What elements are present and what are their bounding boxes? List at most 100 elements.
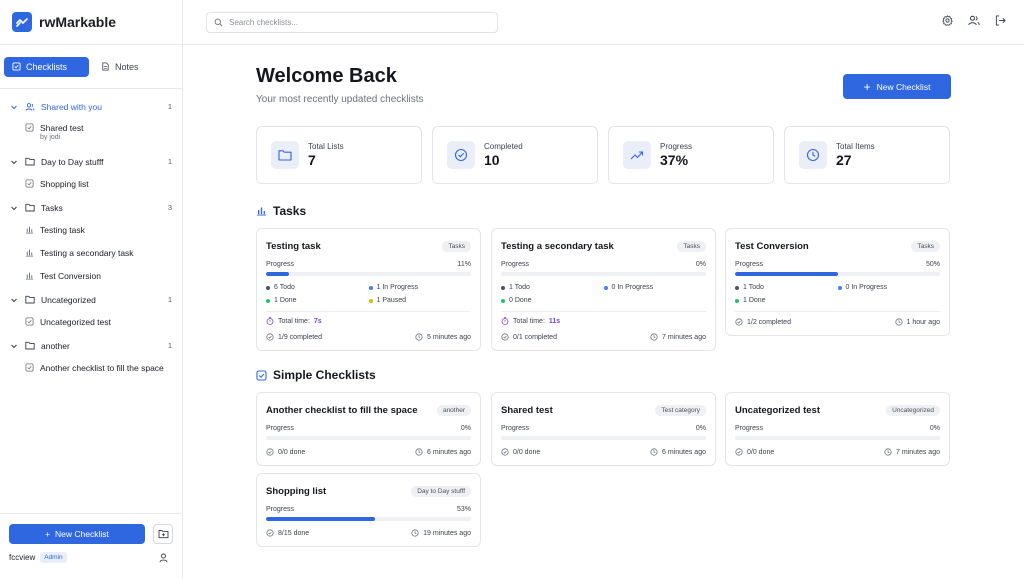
sidebar-item-uncategorized-test[interactable]: Uncategorized test	[0, 311, 182, 334]
status-done: 1 Done	[266, 297, 369, 304]
progress-percent: 0%	[929, 425, 940, 432]
sidebar-item-testing-secondary-task[interactable]: Testing a secondary task	[0, 242, 182, 265]
checkbox-icon	[25, 317, 34, 326]
clock-icon	[799, 141, 827, 169]
sidebar-item-test-conversion[interactable]: Test Conversion	[0, 265, 182, 288]
progress-percent: 0%	[695, 425, 706, 432]
progress-bar	[735, 272, 940, 276]
check-circle-icon	[266, 333, 274, 341]
status-dot	[735, 298, 739, 303]
settings-icon[interactable]	[942, 15, 953, 26]
stat-value: 10	[484, 152, 500, 168]
sidebar-item-another-checklist[interactable]: Another checklist to fill the space	[0, 357, 182, 380]
status-text: 0 In Progress	[611, 284, 654, 291]
chevron-down-icon[interactable]	[10, 158, 20, 166]
sidebar-group-another[interactable]: another 1	[0, 334, 182, 357]
sidebar-group-count: 1	[167, 295, 172, 304]
tab-notes[interactable]: Notes	[93, 57, 178, 77]
status-text: 1 Todo	[743, 284, 764, 291]
chevron-down-icon[interactable]	[10, 342, 20, 350]
tab-notes-label: Notes	[115, 61, 139, 72]
checklist-tree: Shared with you 1 Shared test by jodi Day…	[0, 89, 182, 380]
card-title: Testing a secondary task	[501, 240, 614, 252]
chevron-down-icon[interactable]	[10, 204, 20, 212]
sidebar-new-checklist-button[interactable]: + New Checklist	[9, 524, 145, 544]
folder-icon	[25, 203, 35, 212]
status-text: 1 Done	[743, 297, 766, 304]
sidebar-group-uncategorized[interactable]: Uncategorized 1	[0, 288, 182, 311]
new-category-button[interactable]	[153, 524, 173, 544]
logo-icon	[12, 12, 32, 32]
chevron-down-icon[interactable]	[10, 103, 20, 111]
sidebar-group-label: Uncategorized	[41, 294, 96, 305]
sidebar-group-day-to-day[interactable]: Day to Day stufff 1	[0, 150, 182, 173]
sidebar-group-shared[interactable]: Shared with you 1	[0, 95, 182, 118]
divider	[735, 311, 940, 312]
sidebar-item-label: Shopping list	[40, 179, 89, 189]
progress-label: Progress	[501, 261, 530, 268]
checklist-card[interactable]: Uncategorized test Uncategorized Progress…	[725, 392, 950, 466]
stat-value: 7	[308, 152, 316, 168]
tab-checklists-label: Checklists	[26, 61, 68, 72]
completed-count: 1/2 completed	[747, 318, 791, 326]
logout-icon[interactable]	[995, 15, 1006, 26]
divider	[501, 311, 706, 312]
progress-bar	[501, 436, 706, 440]
status-todo: 1 Todo	[501, 284, 604, 291]
done-count: 0/0 done	[513, 448, 541, 456]
sidebar-item-shared-test[interactable]: Shared test by jodi	[0, 118, 182, 150]
progress-percent: 50%	[925, 261, 940, 268]
tab-checklists[interactable]: Checklists	[4, 56, 89, 77]
check-circle-icon	[501, 448, 509, 456]
brand-name: rwMarkable	[39, 14, 117, 30]
check-circle-icon	[735, 318, 743, 326]
check-circle-icon	[735, 448, 743, 456]
folder-icon	[25, 295, 35, 304]
sidebar-item-shopping-list[interactable]: Shopping list	[0, 173, 182, 196]
status-dot	[501, 298, 505, 303]
bar-chart-icon	[25, 271, 34, 280]
search-input[interactable]	[229, 18, 489, 27]
status-text: 1 Paused	[376, 297, 407, 304]
stat-value: 37%	[660, 152, 689, 168]
progress-label: Progress	[266, 425, 295, 432]
clock-icon	[894, 318, 903, 326]
sidebar-group-count: 1	[167, 157, 172, 166]
status-dot	[368, 298, 373, 303]
checklist-card[interactable]: Shopping list Day to Day stufff Progress 5…	[256, 473, 481, 547]
new-checklist-button[interactable]: + New Checklist	[843, 74, 951, 99]
task-card[interactable]: Testing a secondary task Tasks Progress 0%…	[491, 228, 716, 351]
status-done: 1 Done	[735, 297, 838, 304]
stat-total-items: Total Items 27	[784, 126, 950, 184]
sidebar-group-tasks[interactable]: Tasks 3	[0, 196, 182, 219]
status-todo: 6 Todo	[266, 284, 369, 291]
user-icon[interactable]	[159, 553, 168, 563]
check-circle-icon	[266, 529, 274, 537]
sidebar-item-testing-task[interactable]: Testing task	[0, 219, 182, 242]
sidebar-item-owner: by jodi	[40, 134, 61, 141]
status-done: 0 Done	[501, 297, 604, 304]
note-icon	[101, 62, 110, 71]
folder-icon	[271, 141, 299, 169]
status-text: 0 In Progress	[845, 284, 888, 291]
updated-time: 7 minutes ago	[662, 333, 706, 341]
stat-total-lists: Total Lists 7	[256, 126, 422, 184]
brand[interactable]: rwMarkable	[0, 0, 182, 45]
stat-progress: Progress 37%	[608, 126, 774, 184]
progress-label: Progress	[266, 506, 295, 513]
progress-label: Progress	[501, 425, 530, 432]
users-icon[interactable]	[968, 15, 980, 26]
total-time-value: 11s	[548, 317, 561, 325]
checklist-card[interactable]: Shared test Test category Progress 0% 0/0 …	[491, 392, 716, 466]
sidebar-item-label: Testing task	[40, 225, 85, 235]
status-dot	[266, 285, 270, 290]
checklist-card[interactable]: Another checklist to fill the space anoth…	[256, 392, 481, 466]
updated-time: 6 minutes ago	[662, 448, 706, 456]
stats-row: Total Lists 7 Completed 10 Progress 37% Tot…	[256, 126, 951, 184]
chevron-down-icon[interactable]	[10, 296, 20, 304]
clock-icon	[411, 529, 419, 537]
task-card[interactable]: Test Conversion Tasks Progress 50% 1 Todo …	[725, 228, 950, 336]
sidebar-group-count: 1	[167, 341, 172, 350]
task-card[interactable]: Testing task Tasks Progress 11% 6 Todo 1 I…	[256, 228, 481, 351]
search-box[interactable]	[206, 12, 498, 33]
